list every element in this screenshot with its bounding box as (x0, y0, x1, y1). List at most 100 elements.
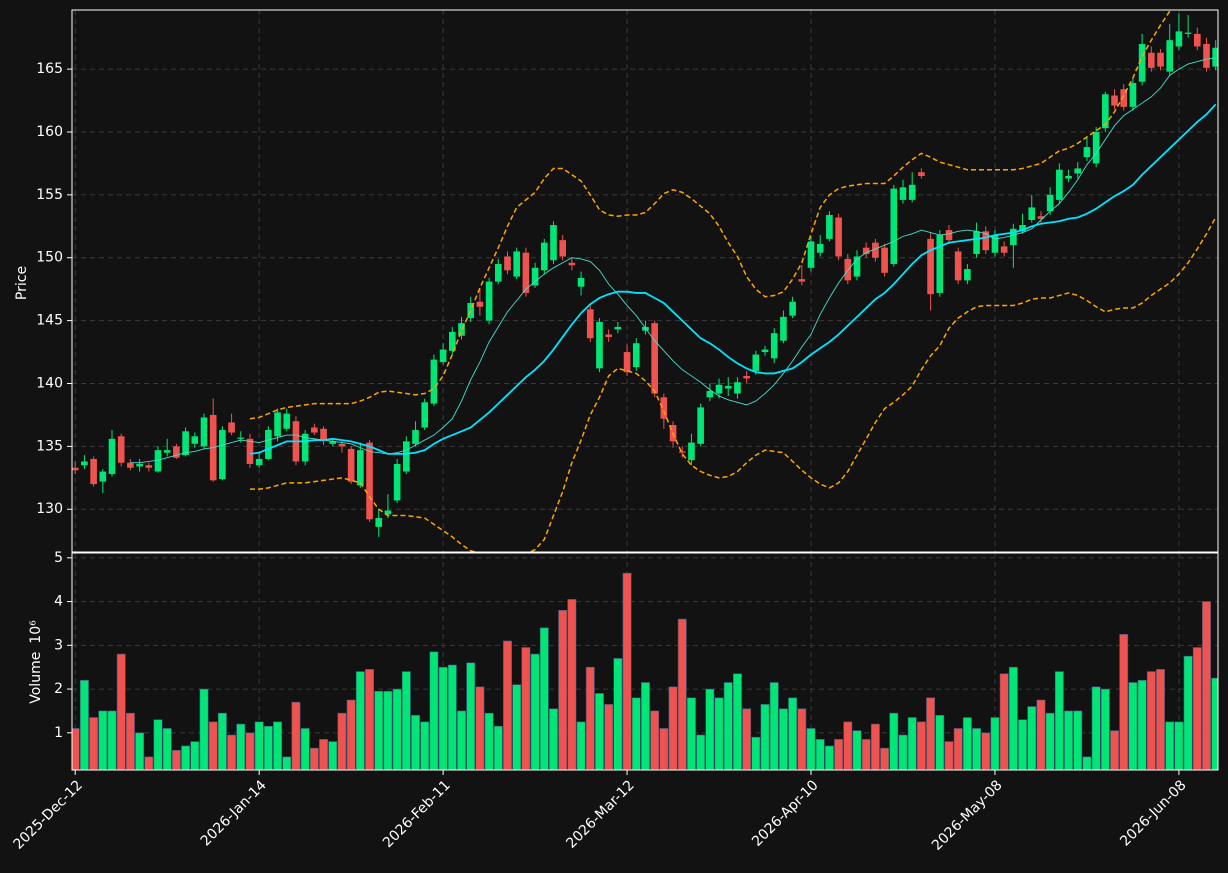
candle-body (274, 412, 281, 437)
volume-bar (503, 640, 512, 770)
volume-bar (346, 699, 356, 770)
volume-bar (650, 710, 660, 770)
volume-bar (972, 728, 982, 770)
candle-body (476, 301, 484, 307)
candle-body (449, 331, 456, 351)
volume-plot (72, 572, 1218, 770)
volume-bar (374, 690, 384, 770)
volume-bar (732, 673, 742, 770)
volume-bar (466, 662, 476, 770)
candle-body (706, 391, 714, 398)
volume-bar (760, 704, 770, 770)
volume-label: Volume (28, 652, 44, 704)
volume-bar (622, 572, 632, 770)
volume-bar (319, 739, 328, 770)
y-tick-label: 130 (36, 501, 63, 517)
candle-body (1148, 52, 1155, 68)
candle-body (375, 518, 383, 527)
y-tick-label: 2 (54, 681, 63, 697)
volume-bar (999, 673, 1009, 770)
candle-body (780, 316, 787, 341)
volume-bar (135, 732, 145, 770)
candle-body (651, 323, 658, 394)
indicator-line (249, 10, 1172, 420)
candle-body (117, 436, 125, 463)
candle-body (191, 436, 199, 444)
indicator-line (249, 217, 1217, 552)
volume-bar (227, 734, 237, 770)
y-tick-label: 4 (54, 594, 63, 610)
candle-body (338, 443, 346, 447)
volume-bar (337, 712, 347, 770)
candle-body (577, 277, 585, 287)
volume-bar (916, 721, 926, 770)
volume-bar (1045, 712, 1055, 770)
volume-bar (420, 721, 430, 770)
candle-body (1056, 169, 1063, 200)
volume-bar (935, 715, 945, 770)
volume-bar (558, 610, 568, 770)
volume-bar (1100, 688, 1110, 770)
candle-body (596, 321, 603, 369)
volume-bar (475, 686, 485, 770)
volume-bar (797, 708, 807, 770)
candle-body (1092, 131, 1100, 164)
volume-bar (125, 712, 135, 770)
y-tick-label: 5 (54, 550, 63, 566)
volume-bar (162, 728, 172, 770)
candle-body (301, 433, 309, 462)
candle-body (1138, 43, 1146, 82)
candle-body (936, 235, 944, 293)
volume-bar (1183, 655, 1193, 770)
y-tick-label: 145 (36, 313, 63, 329)
volume-bar (438, 666, 448, 770)
candle-body (1157, 52, 1164, 67)
volume-bar (79, 680, 89, 770)
candle-body (421, 402, 429, 428)
volume-bar (1128, 682, 1138, 770)
candle-body (219, 430, 226, 480)
candle-body (623, 352, 631, 373)
volume-bar (107, 710, 117, 770)
candle-body (1065, 175, 1072, 179)
candle-body (761, 349, 769, 353)
candle-body (853, 256, 861, 277)
volume-bar (567, 599, 577, 770)
candle-body (605, 334, 612, 337)
candle-body (1166, 40, 1174, 72)
candle-body (1111, 95, 1118, 106)
candle-body (945, 230, 953, 241)
candle-body (632, 343, 640, 368)
candle-body (1074, 168, 1082, 174)
candle-body (320, 428, 327, 441)
volume-bar (282, 756, 292, 770)
candle-body (182, 431, 189, 456)
volume-bar (926, 697, 936, 770)
candle-body (384, 510, 392, 515)
volume-bar (1146, 671, 1156, 770)
candle-body (154, 450, 162, 472)
volume-bar (355, 671, 365, 770)
volume-bar (576, 721, 586, 770)
volume-bar (512, 684, 522, 770)
volume-bar (365, 669, 374, 770)
volume-bar (990, 717, 1000, 770)
volume-bar (1008, 666, 1018, 770)
candle-body (688, 442, 695, 461)
volume-bar (98, 710, 108, 770)
volume-bar (981, 732, 991, 770)
candle-body (1212, 47, 1218, 67)
volume-bar (806, 728, 816, 770)
volume-bar (815, 739, 825, 770)
volume-bar (907, 717, 917, 770)
candle-body (127, 462, 134, 468)
candle-body (228, 422, 235, 433)
candle-body (311, 427, 318, 433)
candle-body (862, 247, 870, 254)
y-tick-label: 140 (36, 375, 63, 391)
price-plot (72, 10, 1218, 552)
volume-bar (89, 717, 99, 770)
volume-frame (71, 552, 1219, 771)
volume-bar (604, 704, 614, 770)
candle-body (283, 413, 291, 429)
